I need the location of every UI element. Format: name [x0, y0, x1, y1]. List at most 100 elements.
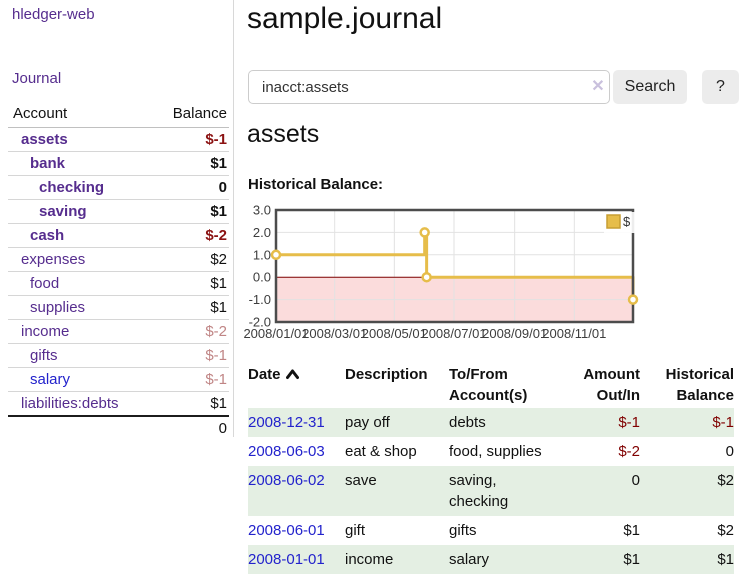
app-title-link[interactable]: hledger-web	[12, 6, 95, 23]
account-row: expenses $2	[8, 247, 229, 272]
register-accounts-cell: gifts	[449, 522, 477, 539]
sidebar-item-journal[interactable]: Journal	[12, 70, 62, 87]
account-balance: $-1	[150, 343, 229, 368]
register-amount-cell: $-1	[618, 414, 640, 431]
sidebar-account-cash[interactable]: cash	[30, 227, 65, 244]
register-header-date-label: Date	[248, 366, 281, 383]
register-row: 2008-12-31 pay off debts $-1 $-1	[248, 408, 734, 437]
search-input[interactable]	[248, 70, 610, 104]
x-tick-label: 2008/03/01	[302, 326, 367, 341]
register-date-cell[interactable]: 2008-01-01	[248, 545, 345, 574]
sidebar-account-saving[interactable]: saving	[39, 203, 87, 220]
account-row: supplies $1	[8, 295, 229, 320]
transaction-date-link[interactable]: 2008-06-01	[248, 522, 325, 539]
sidebar-divider	[233, 0, 234, 437]
x-tick-label: 2008/01/01	[243, 326, 308, 341]
account-balance: $1	[150, 391, 229, 417]
register-date-cell[interactable]: 2008-06-02	[248, 466, 345, 516]
legend-label: $	[623, 214, 631, 229]
register-balance-cell: 0	[725, 443, 734, 460]
x-tick-label: 2008/07/01	[421, 326, 486, 341]
sort-ascending-icon	[285, 365, 299, 386]
account-row: checking 0	[8, 175, 229, 200]
y-tick-label: -2.0	[249, 315, 271, 330]
y-tick-label: 1.0	[253, 247, 271, 262]
data-point-marker	[421, 271, 432, 283]
register-description-cell: gift	[345, 522, 366, 539]
register-accounts-cell: saving, checking	[449, 472, 509, 510]
account-row: liabilities:debts $1	[8, 391, 229, 417]
register-header-date[interactable]: Date	[248, 362, 345, 408]
register-row: 2008-06-01 gift gifts $1 $2	[248, 516, 734, 545]
register-description-cell: save	[345, 472, 377, 489]
help-button[interactable]: ?	[702, 70, 739, 104]
transaction-date-link[interactable]: 2008-06-03	[248, 443, 325, 460]
sidebar-account-food[interactable]: food	[30, 275, 60, 292]
register-balance-cell: $2	[717, 522, 734, 539]
legend-swatch	[606, 214, 621, 229]
register-amount-cell: $-2	[618, 443, 640, 460]
accounts-table-header-row: Account Balance	[8, 102, 229, 128]
register-amount-cell: $1	[623, 522, 640, 539]
account-row: bank $1	[8, 151, 229, 176]
register-header-balance: Historical Balance	[665, 366, 734, 404]
register-header-row: Date Description To/From Account(s) Amou…	[248, 362, 734, 408]
accounts-header-balance: Balance	[150, 102, 229, 128]
register-date-cell[interactable]: 2008-06-03	[248, 437, 345, 466]
data-point-marker	[627, 294, 639, 305]
sidebar-account-expenses[interactable]: expenses	[21, 251, 86, 268]
historical-balance-label: Historical Balance:	[248, 176, 384, 193]
x-tick-label: 2008/05/01	[362, 326, 427, 341]
sidebar-account-checking[interactable]: checking	[39, 179, 105, 196]
register-balance-cell: $-1	[712, 414, 734, 431]
sidebar-account-supplies[interactable]: supplies	[30, 299, 86, 316]
sidebar-account-income[interactable]: income	[21, 323, 70, 340]
register-table: Date Description To/From Account(s) Amou…	[248, 362, 734, 574]
data-point-marker	[270, 249, 282, 261]
register-amount-cell: 0	[631, 472, 640, 489]
sidebar-account-salary[interactable]: salary	[30, 371, 71, 388]
x-tick-label: 2008/09/01	[482, 326, 547, 341]
register-header-description: Description	[345, 366, 428, 383]
account-row: salary $-1	[8, 367, 229, 392]
account-row: saving $1	[8, 199, 229, 224]
register-amount-cell: $1	[623, 551, 640, 568]
transaction-date-link[interactable]: 2008-06-02	[248, 472, 325, 489]
register-header-accounts: To/From Account(s)	[449, 366, 528, 404]
account-balance: $-1	[150, 367, 229, 392]
register-date-cell[interactable]: 2008-06-01	[248, 516, 345, 545]
plot-border	[274, 208, 635, 324]
register-accounts-cell: food, supplies	[449, 443, 542, 460]
account-balance: $1	[150, 199, 229, 224]
sidebar-account-assets[interactable]: assets	[21, 131, 68, 148]
account-balance: $1	[150, 271, 229, 296]
y-tick-label: 0.0	[253, 270, 271, 285]
clear-search-icon[interactable]: ✕	[591, 78, 605, 95]
accounts-table: Account Balance assets $-1 bank $1 checking 0…	[8, 102, 229, 440]
x-tick-label: 2008/11/01	[542, 326, 606, 341]
register-row: 2008-01-01 income salary $1 $1	[248, 545, 734, 574]
transaction-date-link[interactable]: 2008-01-01	[248, 551, 325, 568]
register-date-cell[interactable]: 2008-12-31	[248, 408, 345, 437]
register-balance-cell: $1	[717, 551, 734, 568]
data-point-marker	[419, 227, 430, 238]
account-row: gifts $-1	[8, 343, 229, 368]
accounts-header-account: Account	[8, 102, 151, 128]
register-accounts-cell: salary	[449, 551, 490, 568]
register-header-amount: Amount Out/In	[583, 366, 640, 404]
sidebar-account-liabilities-debts[interactable]: liabilities:debts	[21, 395, 119, 412]
historical-balance-chart: 3.0 2.0 1.0 0.0 -1.0 -2.02008/01/012008/03/01…	[243, 203, 639, 341]
register-description-cell: income	[345, 551, 394, 568]
sidebar-account-bank[interactable]: bank	[30, 155, 66, 172]
register-accounts-cell: debts	[449, 414, 486, 431]
account-row: food $1	[8, 271, 229, 296]
y-tick-label: 3.0	[253, 203, 271, 218]
search-button[interactable]: Search	[613, 70, 687, 104]
sidebar-account-gifts[interactable]: gifts	[30, 347, 58, 364]
account-row: assets $-1	[8, 127, 229, 152]
register-balance-cell: $2	[717, 472, 734, 489]
register-description-cell: eat & shop	[345, 443, 417, 460]
account-balance: $-2	[150, 319, 229, 344]
transaction-date-link[interactable]: 2008-12-31	[248, 414, 325, 431]
